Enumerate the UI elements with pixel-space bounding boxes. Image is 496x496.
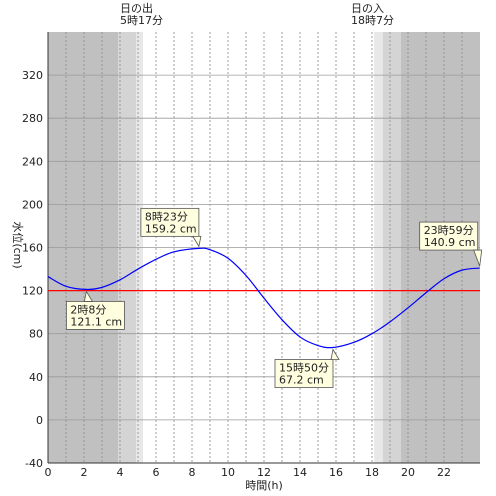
x-tick-label: 16 [329,466,343,479]
y-tick-label: -40 [25,457,43,470]
x-tick-label: 18 [365,466,379,479]
y-tick-label: 120 [22,285,43,298]
callout-level: 121.1 cm [70,315,122,328]
tick-labels: 0 2 4 6 8 10 12 14 16 18 20 22-40040801201602002402… [22,69,451,479]
callout-pointer [473,249,483,267]
y-tick-label: 280 [22,112,43,125]
callout-pointer [83,290,94,302]
sunset-title: 日の入 [351,2,384,15]
x-tick-label: 4 [117,466,124,479]
callout-level: 159.2 cm [145,222,197,235]
series-group [47,247,480,349]
y-tick-label: 320 [22,69,43,82]
x-tick-label: 8 [189,466,196,479]
sunrise-time: 5時17分 [120,14,163,27]
callout-pointer [330,348,340,360]
sunset-time: 18時7分 [351,14,394,27]
x-tick-label: 2 [81,466,88,479]
callout-time: 8時23分 [145,210,188,223]
callout-box [419,221,479,251]
x-tick-label: 10 [221,466,235,479]
callout-level: 140.9 cm [424,236,476,249]
x-tick-label: 20 [401,466,415,479]
callout-time: 23時59分 [424,224,474,237]
axes [47,32,480,464]
callout-level: 67.2 cm [279,373,324,386]
y-tick-label: 40 [29,371,43,384]
y-tick-label: 240 [22,155,43,168]
y-axis-title: 水位(cm) [11,221,25,268]
callout-box [65,301,125,330]
y-tick-label: 200 [22,198,43,211]
sunrise-title: 日の出 [120,1,153,15]
x-axis-title: 時間(h) [245,479,283,492]
callout-pointer [192,235,202,248]
y-tick-label: 80 [29,328,43,341]
callout-time: 15時50分 [279,361,329,374]
x-tick-label: 0 [45,466,52,479]
tide-level-line [47,247,480,349]
y-tick-label: 160 [22,242,43,255]
callout-box [274,359,334,388]
x-tick-label: 14 [293,466,307,479]
x-tick-label: 22 [437,466,451,479]
x-tick-label: 12 [257,466,271,479]
y-tick-label: 0 [36,414,43,427]
callout-time: 2時8分 [70,303,106,316]
x-tick-label: 6 [153,466,160,479]
callout-box [140,207,200,237]
